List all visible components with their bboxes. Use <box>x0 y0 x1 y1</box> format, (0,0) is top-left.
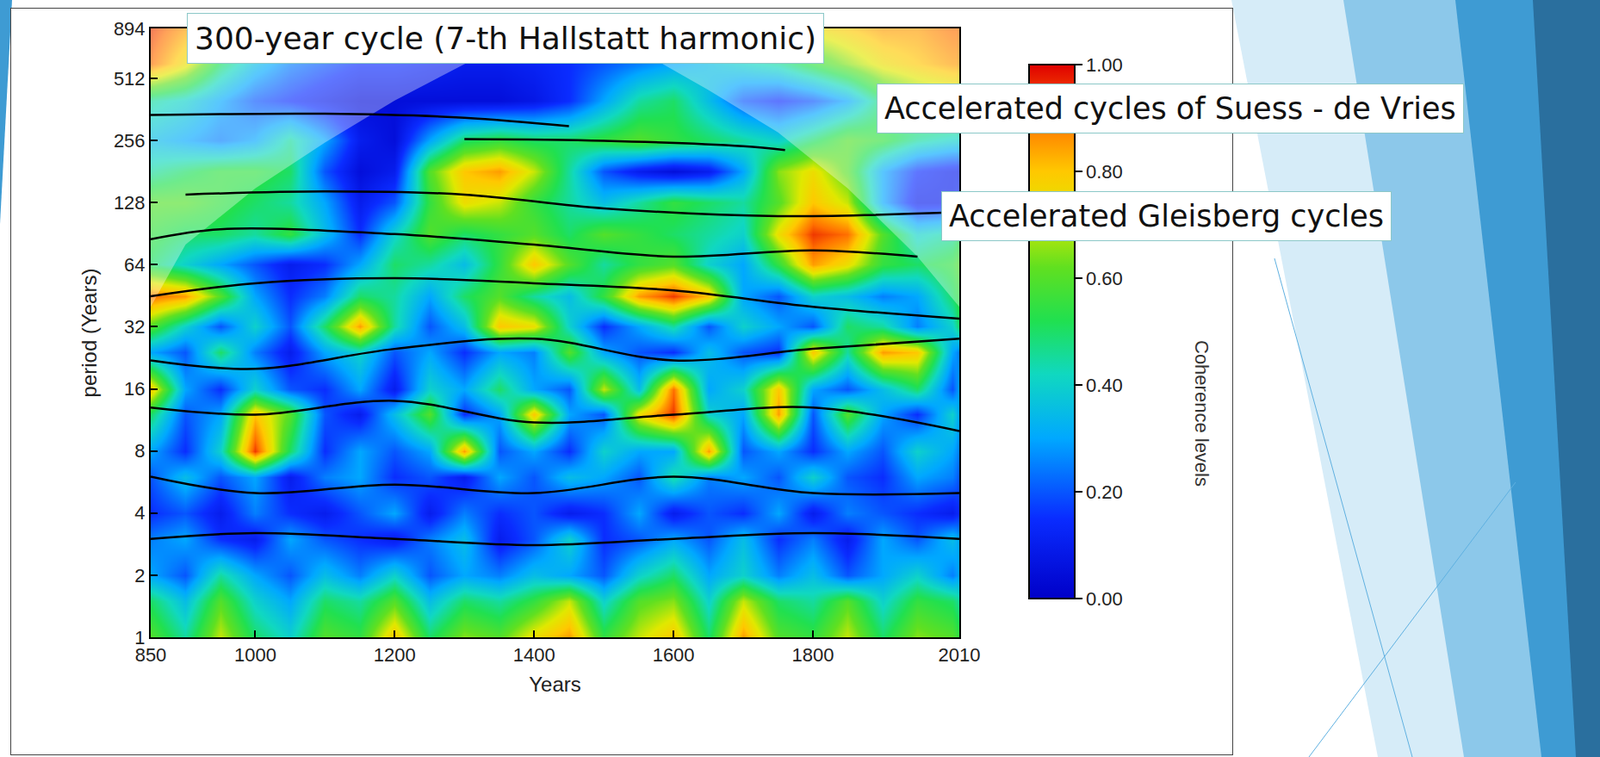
svg-text:1400: 1400 <box>513 644 556 666</box>
svg-text:4: 4 <box>134 502 145 524</box>
svg-text:512: 512 <box>113 68 146 90</box>
svg-text:850: 850 <box>135 644 168 666</box>
svg-text:300-year cycle (7-th Hallstatt: 300-year cycle (7-th Hallstatt harmonic) <box>194 20 817 56</box>
svg-text:128: 128 <box>113 192 146 214</box>
svg-text:32: 32 <box>124 316 145 338</box>
svg-text:0.20: 0.20 <box>1085 481 1123 503</box>
svg-text:16: 16 <box>124 378 145 400</box>
svg-text:2010: 2010 <box>938 644 981 666</box>
svg-text:256: 256 <box>113 130 146 152</box>
svg-text:0.60: 0.60 <box>1085 267 1123 290</box>
svg-text:Accelerated Gleisberg cycles: Accelerated Gleisberg cycles <box>948 198 1384 234</box>
svg-text:64: 64 <box>124 254 145 276</box>
svg-text:1600: 1600 <box>652 644 695 666</box>
svg-text:0.40: 0.40 <box>1085 374 1123 397</box>
svg-text:8: 8 <box>134 440 145 462</box>
svg-text:1: 1 <box>134 626 145 649</box>
svg-text:Coherence levels: Coherence levels <box>1190 340 1213 487</box>
svg-text:1200: 1200 <box>373 644 416 666</box>
svg-text:1000: 1000 <box>234 644 277 666</box>
svg-text:1.00: 1.00 <box>1085 54 1123 76</box>
svg-text:period (Years): period (Years) <box>77 268 101 398</box>
svg-text:0.80: 0.80 <box>1085 161 1123 183</box>
svg-text:Accelerated cycles of Suess -: Accelerated cycles of Suess - de Vries <box>884 91 1457 126</box>
svg-text:894: 894 <box>113 18 146 40</box>
svg-text:0.00: 0.00 <box>1085 588 1123 610</box>
svg-text:2: 2 <box>134 564 145 587</box>
svg-text:1800: 1800 <box>792 644 835 666</box>
svg-text:Years: Years <box>528 672 582 696</box>
